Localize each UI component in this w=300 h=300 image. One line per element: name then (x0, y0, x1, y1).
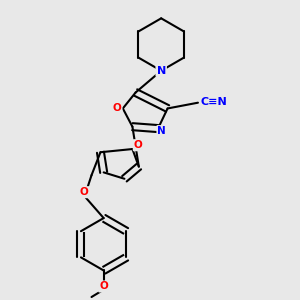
Text: O: O (99, 281, 108, 292)
Text: O: O (80, 187, 88, 197)
Text: O: O (134, 140, 142, 150)
Text: O: O (113, 103, 122, 113)
Text: N: N (157, 66, 166, 76)
Text: N: N (158, 126, 166, 136)
Text: C≡N: C≡N (200, 97, 227, 107)
